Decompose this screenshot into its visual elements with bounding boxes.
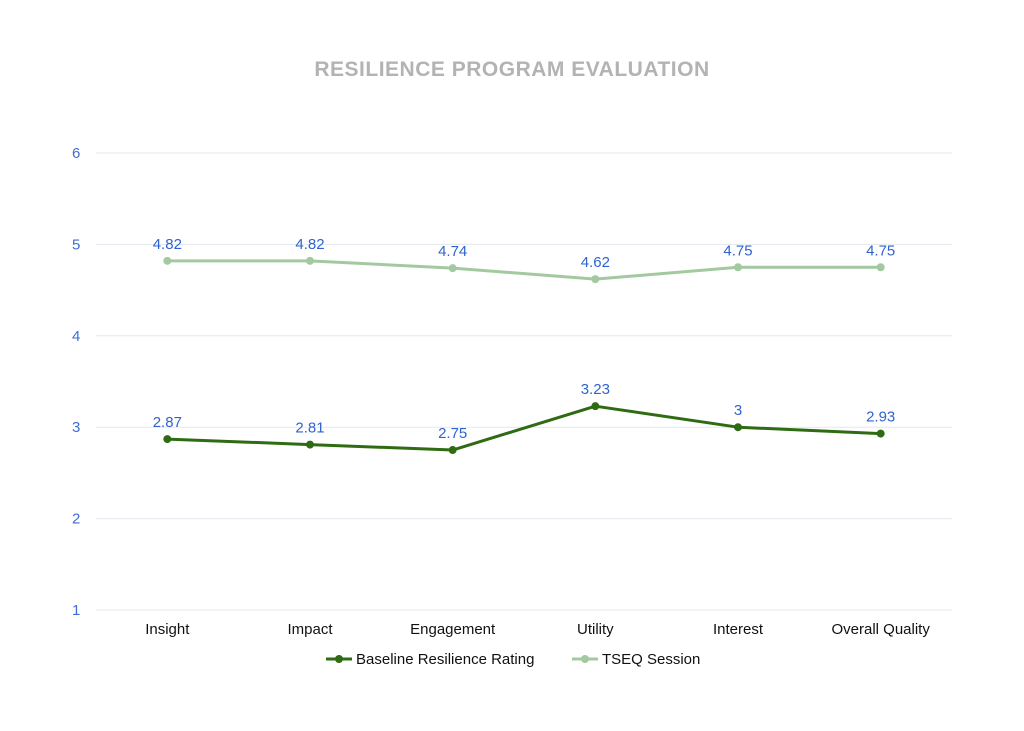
legend-item: TSEQ Session [572, 651, 700, 668]
legend-label: Baseline Resilience Rating [356, 651, 534, 668]
series-line [165, 259, 883, 281]
chart-title: RESILIENCE PROGRAM EVALUATION [314, 58, 709, 81]
data-point [448, 264, 457, 273]
x-tick-label: Overall Quality [831, 621, 930, 638]
data-label: 4.82 [153, 236, 182, 253]
data-label: 2.75 [438, 425, 467, 442]
data-label: 4.75 [866, 242, 895, 259]
data-point [163, 256, 172, 265]
data-point [306, 256, 314, 265]
y-tick-label: 4 [72, 328, 80, 345]
y-axis-ticks: 1 2 3 4 5 6 [72, 145, 80, 619]
grid [96, 152, 952, 611]
series-1: 4.82 4.82 4.74 4.62 4.75 4.75 [153, 236, 895, 284]
x-tick-label: Insight [145, 621, 190, 638]
legend-swatch-marker [581, 655, 589, 663]
x-tick-label: Utility [577, 621, 614, 638]
x-axis-ticks: Insight Impact Engagement Utility Interest Ov… [145, 621, 930, 638]
x-tick-label: Interest [713, 621, 764, 638]
x-tick-label: Impact [287, 621, 333, 638]
data-label: 4.62 [581, 254, 610, 271]
legend-label: TSEQ Session [602, 651, 700, 668]
legend-swatch-marker [335, 655, 343, 663]
data-label: 4.74 [438, 243, 467, 260]
y-tick-label: 6 [72, 145, 80, 162]
legend: Baseline Resilience Rating TSEQ Session [326, 651, 700, 668]
data-label: 4.82 [295, 236, 324, 253]
data-label: 3.23 [581, 381, 610, 398]
data-point [306, 440, 314, 449]
data-label: 2.81 [295, 420, 324, 437]
data-point [448, 446, 457, 455]
data-label: 3 [734, 402, 742, 419]
data-point [876, 429, 885, 438]
data-point [163, 435, 172, 444]
data-label: 4.75 [723, 242, 752, 259]
y-tick-label: 5 [72, 236, 80, 253]
series-0: 2.87 2.81 2.75 3.23 3 2.93 [153, 381, 895, 455]
data-point [591, 402, 600, 411]
y-tick-label: 2 [72, 511, 80, 528]
data-point [591, 275, 600, 284]
data-label: 2.87 [153, 414, 182, 431]
series-layer: 2.87 2.81 2.75 3.23 3 2.93 4.82 4.82 4.74 4.62 4.7… [153, 236, 895, 455]
y-tick-label: 1 [72, 602, 80, 619]
data-label: 2.93 [866, 409, 895, 426]
data-point [734, 263, 742, 272]
data-point [876, 263, 885, 272]
y-tick-label: 3 [72, 419, 80, 436]
series-line [165, 404, 883, 452]
legend-item: Baseline Resilience Rating [326, 651, 534, 668]
data-point [734, 423, 742, 432]
x-tick-label: Engagement [410, 621, 496, 638]
